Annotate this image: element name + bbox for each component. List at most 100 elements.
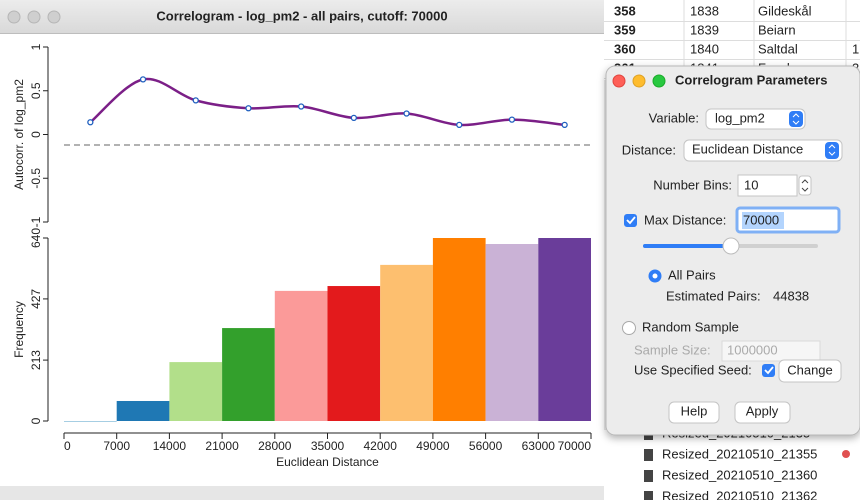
- label: Estimated Pairs:: [666, 288, 761, 303]
- y-tick-label: 213: [29, 350, 43, 370]
- label: Sample Size:: [634, 342, 711, 357]
- file-name: Resized_20210510_21355: [662, 446, 817, 461]
- status-dot: [842, 450, 850, 458]
- y-tick-label: 0: [29, 131, 43, 138]
- y-tick-label: 427: [29, 289, 43, 309]
- button-label: Help: [681, 403, 708, 418]
- slider-fill: [643, 244, 731, 248]
- dialog: Correlogram Parameters Variable: log_pm2…: [605, 65, 860, 436]
- input-value: 70000: [743, 212, 779, 227]
- change-button[interactable]: [778, 359, 842, 383]
- data-point: [87, 119, 94, 126]
- x-axis-title: Euclidean Distance: [276, 455, 379, 469]
- histogram-bar: [116, 400, 170, 421]
- y-axis-title: Autocorr. of log_pm2: [12, 79, 26, 190]
- max-distance-checkbox[interactable]: [624, 214, 637, 227]
- table-cell: 1: [852, 41, 859, 56]
- check-icon: [764, 366, 774, 375]
- y-axis-title: Frequency: [12, 301, 26, 358]
- x-tick-label: 56000: [469, 439, 503, 453]
- histogram-bar: [222, 328, 275, 421]
- file-icon: [644, 470, 653, 482]
- file-icon: [644, 491, 653, 500]
- x-tick-label: 70000: [558, 439, 592, 453]
- x-tick-label: 63000: [522, 439, 556, 453]
- select-value: Euclidean Distance: [692, 141, 803, 156]
- dialog-title: Correlogram Parameters: [675, 72, 827, 87]
- apply-button[interactable]: [734, 401, 791, 424]
- histogram-bar: [169, 362, 223, 421]
- zoom-button[interactable]: [47, 10, 61, 24]
- table-cell: 1839: [690, 22, 719, 37]
- data-point: [139, 76, 147, 83]
- radio-dot: [652, 273, 658, 279]
- x-tick-label: 42000: [364, 439, 398, 453]
- check-icon: [626, 216, 636, 225]
- label: Max Distance:: [644, 212, 726, 227]
- select-stepper: [825, 142, 839, 159]
- label: Use Specified Seed:: [634, 362, 752, 377]
- table-cell: 359: [614, 22, 636, 37]
- label: Random Sample: [642, 319, 739, 334]
- table-cell: Beiarn: [758, 22, 796, 37]
- x-tick-label: 35000: [311, 439, 345, 453]
- label: Variable:: [649, 110, 699, 125]
- slider-knob[interactable]: [722, 237, 740, 255]
- minimize-button[interactable]: [27, 10, 41, 24]
- select-stepper: [789, 111, 803, 127]
- table-cell: 1840: [690, 41, 719, 56]
- x-tick-label: 28000: [258, 439, 292, 453]
- x-tick-label: 49000: [416, 439, 450, 453]
- text-selection: [742, 212, 784, 229]
- bins-input[interactable]: [737, 174, 798, 197]
- histogram-bar: [538, 238, 591, 421]
- stepper-icon: [828, 144, 836, 156]
- y-tick-label: 640: [29, 228, 43, 248]
- y-tick-label: 0.5: [29, 82, 43, 99]
- table-cell: Gildeskål: [758, 3, 812, 18]
- smooth-line: [89, 77, 565, 127]
- sample-size-input[interactable]: [721, 340, 821, 362]
- window-title: Correlogram - log_pm2 - all pairs, cutof…: [156, 8, 447, 23]
- label: Distance:: [622, 142, 676, 157]
- data-point: [561, 121, 568, 129]
- x-tick-label: 0: [64, 439, 71, 453]
- data-point: [403, 110, 410, 117]
- histogram-bar: [327, 286, 381, 421]
- variable-select[interactable]: [705, 108, 806, 130]
- file-name: Resized_20210510_21362: [662, 488, 817, 500]
- file-icon: [644, 449, 653, 461]
- x-tick-label: 14000: [153, 439, 187, 453]
- input-value: 10: [744, 177, 758, 192]
- minimize-button[interactable]: [632, 74, 646, 88]
- histogram-bar: [380, 264, 433, 421]
- table-cell: 1838: [690, 3, 719, 18]
- file-name: Resized_20210510_21360: [662, 467, 817, 482]
- table-cell: Saltdal: [758, 41, 798, 56]
- data-point: [297, 103, 305, 110]
- y-tick-label: -1: [29, 216, 43, 227]
- y-tick-label: 1: [29, 43, 43, 50]
- help-button[interactable]: [668, 401, 720, 424]
- table-cell: 358: [614, 3, 636, 18]
- data-point: [350, 114, 358, 122]
- distance-select[interactable]: [683, 139, 843, 162]
- zoom-button[interactable]: [652, 74, 666, 88]
- table-cell: 360: [614, 41, 636, 56]
- label: All Pairs: [668, 267, 716, 282]
- bins-stepper[interactable]: [798, 175, 812, 196]
- random-sample-radio[interactable]: [622, 321, 636, 335]
- close-button[interactable]: [612, 74, 626, 88]
- histogram-bar: [274, 290, 328, 421]
- close-button[interactable]: [7, 10, 21, 24]
- file-list: [604, 430, 860, 500]
- select-value: log_pm2: [715, 110, 765, 125]
- stepper-icon: [792, 113, 800, 125]
- data-point: [192, 97, 199, 104]
- data-point: [456, 121, 463, 129]
- button-label: Apply: [746, 403, 779, 418]
- seed-checkbox[interactable]: [762, 364, 775, 377]
